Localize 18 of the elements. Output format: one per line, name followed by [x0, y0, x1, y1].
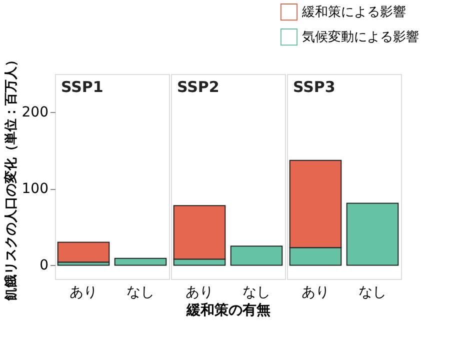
- legend-label: 気候変動による影響: [302, 29, 419, 45]
- x-tick-label: なし: [242, 284, 270, 300]
- bar: [57, 242, 110, 263]
- bar: [114, 258, 167, 266]
- y-tick-label: 200: [22, 104, 48, 121]
- chart-title: SSP1: [61, 78, 104, 96]
- x-tick-label: あり: [70, 284, 98, 300]
- y-tick-label: 100: [22, 181, 48, 198]
- y-axis-title: 飢餓リスクの人口の変化（単位：百万人）: [2, 54, 19, 302]
- x-tick-label: あり: [186, 284, 214, 300]
- chart-title: SSP3: [293, 78, 336, 96]
- y-tick-label: 0: [40, 258, 48, 274]
- x-axis-title: 緩和策の有無: [186, 302, 270, 318]
- chart-title: SSP2: [177, 78, 220, 96]
- x-tick-label: あり: [302, 284, 330, 300]
- x-tick-label: なし: [126, 284, 154, 300]
- legend-label: 緩和策による影響: [301, 5, 406, 20]
- x-tick-label: なし: [358, 284, 386, 300]
